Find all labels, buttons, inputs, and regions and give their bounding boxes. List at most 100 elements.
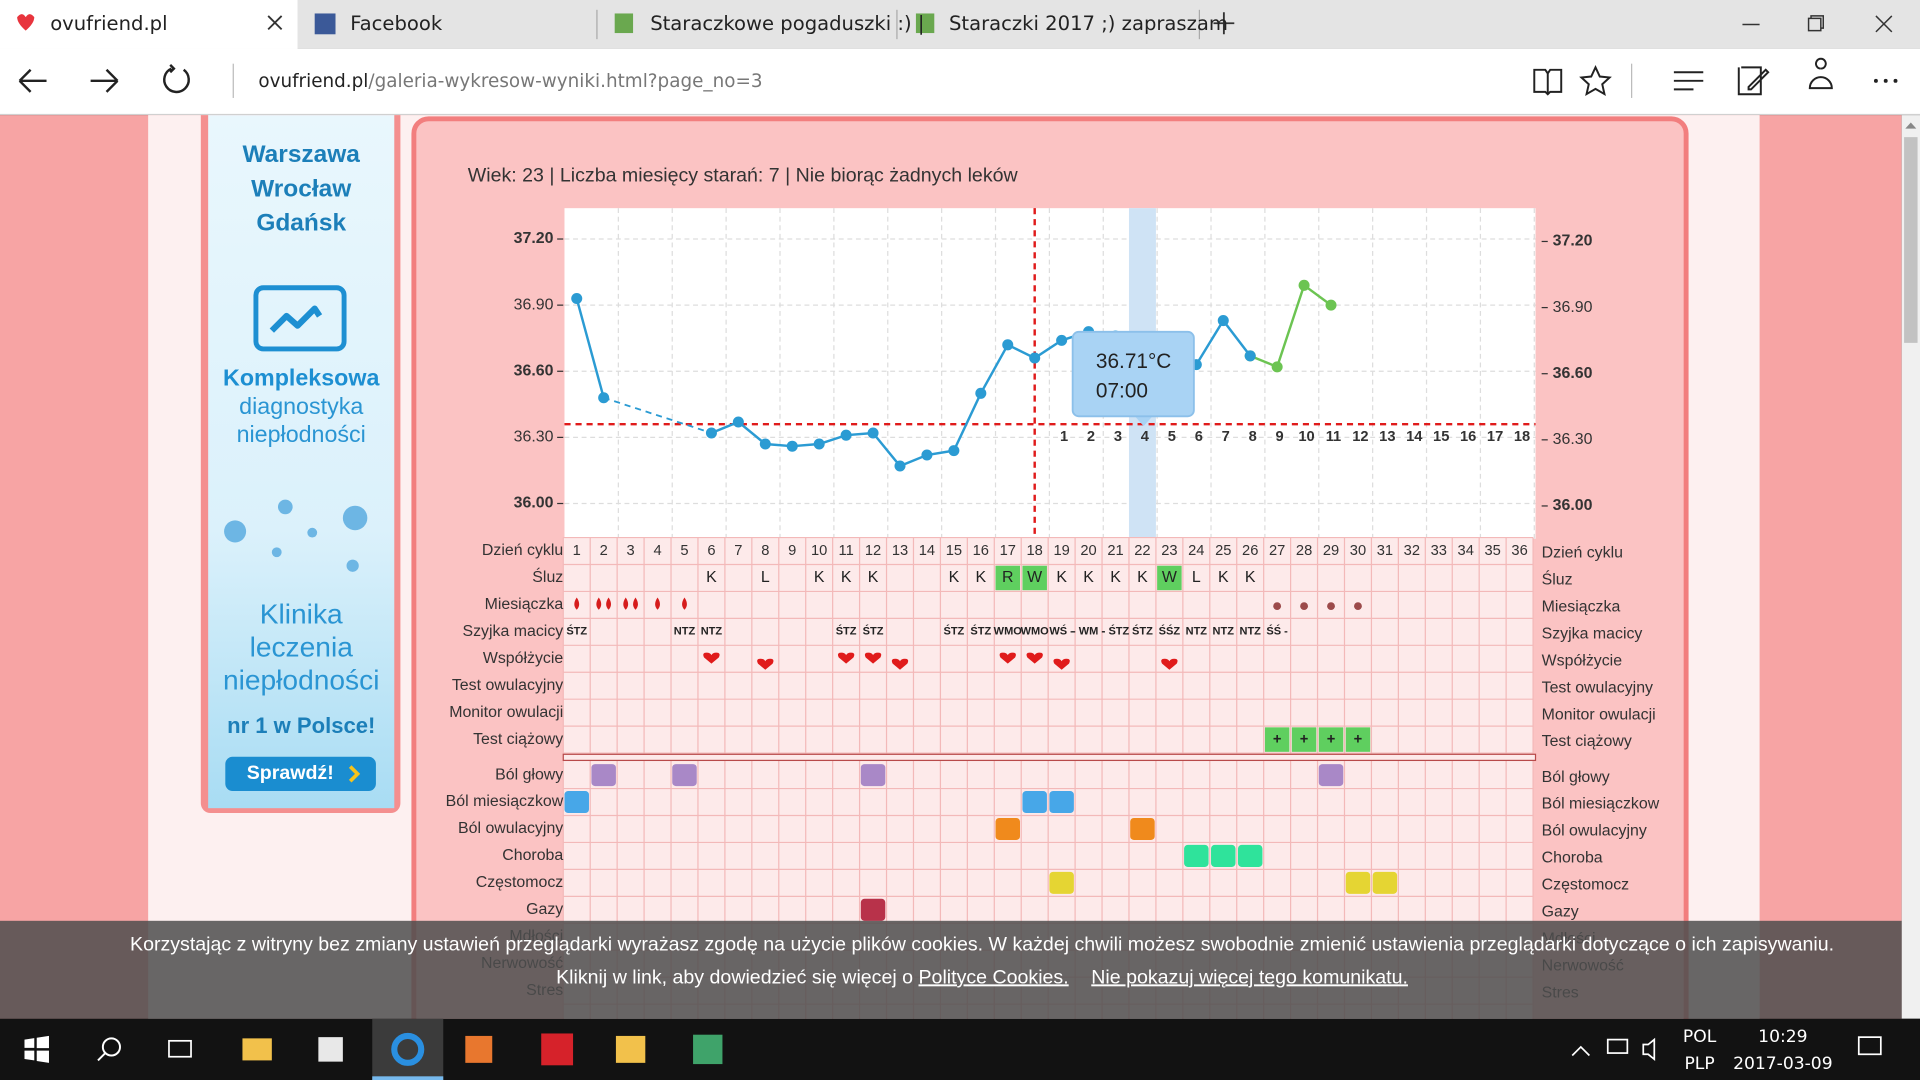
day-number: 8 [761,543,769,559]
cell-text: K [976,569,987,586]
ad-clinic: niepłodności [223,664,380,695]
tab-title[interactable]: Staraczki 2017 ;) zapraszam [949,12,1228,35]
day-number: 11 [838,543,853,559]
spotting-dot [1273,602,1282,611]
day-number: 3 [627,543,635,559]
cell-text: W [1162,569,1177,586]
ad-button[interactable] [225,756,376,792]
start-button[interactable] [24,1035,49,1063]
clock-time[interactable]: 10:29 [1758,1027,1807,1047]
close-window[interactable] [1875,15,1893,33]
y-tick-label: 37.20 [514,230,554,247]
url-path: /galeria-wykresow-wyniki.html?page_no=3 [368,71,762,92]
phase-day: 9 [1276,429,1284,445]
temperature-point [840,429,852,441]
divider [232,63,234,98]
share[interactable] [1808,57,1833,90]
day-number: 6 [707,543,715,559]
task-view[interactable] [168,1039,192,1058]
row-label: Test ciążowy [473,731,563,748]
favorites[interactable] [1579,65,1612,97]
row-label-right: Choroba [1542,850,1603,867]
row-label: Ból miesiączkow [446,793,564,810]
cell-text: + [1327,731,1336,747]
symptom-mark [1318,764,1344,787]
dismiss-link[interactable]: Nie pokazuj więcej tego komunikatu. [1091,967,1408,989]
reading-view[interactable] [1533,68,1563,96]
row-label: Śluz [532,567,563,586]
day-number: 23 [1161,543,1177,559]
temperature-point [571,293,583,305]
temperature-line [575,298,605,399]
cell-text: NTZ [674,626,696,638]
cookie-text: Korzystając z witryny bez zmiany ustawie… [130,933,1834,955]
green-app[interactable] [693,1034,723,1065]
y2-tick-label: 36.00 [1553,497,1593,514]
day-number: 12 [865,543,881,559]
search-button[interactable] [101,1037,121,1057]
more[interactable] [1873,78,1898,83]
mail-app[interactable] [615,1035,646,1063]
red-app[interactable] [541,1033,574,1066]
scroll-up[interactable] [1905,122,1917,129]
phase-day: 10 [1298,429,1314,445]
clock-date[interactable]: 2017-03-09 [1733,1054,1833,1074]
active-app[interactable] [372,1018,444,1080]
cell-text: NTZ [1213,626,1235,638]
phase-day: 8 [1249,429,1257,445]
restore[interactable] [1807,15,1824,32]
spotting-dot [1354,602,1362,611]
ad-panel[interactable] [208,115,395,809]
close-tab[interactable] [267,15,283,31]
tab-title[interactable]: Staraczkowe pogaduszki :) | [650,12,924,35]
tab-separator [896,9,898,40]
facebook-icon [314,13,336,35]
tab-title[interactable]: Facebook [350,12,443,35]
intercourse-heart [757,658,774,670]
policy-link[interactable]: Polityce Cookies. [919,967,1069,989]
volume[interactable] [1642,1037,1656,1061]
store[interactable] [318,1037,343,1062]
url[interactable]: ovufriend.pl/galeria-wykresow-wyniki.htm… [258,71,762,92]
cell-highlight [1022,565,1047,591]
new-tab[interactable] [1213,12,1235,35]
cell-highlight [1157,565,1182,591]
web-note[interactable] [1737,66,1770,96]
forward-button[interactable] [90,68,119,93]
cell-text: ŚTZ [836,625,857,638]
active-tab[interactable] [0,0,298,49]
cell-text: WMO [1021,626,1050,638]
refresh-button[interactable] [163,64,190,94]
explorer[interactable] [242,1038,272,1061]
back-button[interactable] [18,68,47,93]
keyboard-layout[interactable]: PLP [1684,1054,1714,1074]
edge[interactable] [391,1032,425,1066]
intercourse-heart [1026,652,1043,664]
day-number: 21 [1107,543,1123,559]
cell-text: NTZ [1239,626,1261,638]
notifications[interactable] [1857,1036,1882,1056]
day-number: 18 [1027,543,1043,559]
temperature-point [1029,352,1041,364]
phase-day: 17 [1487,429,1503,445]
hub[interactable] [1673,71,1704,91]
media-app[interactable] [465,1035,493,1063]
cell-text: - WM - [1072,626,1105,638]
ad-button-label[interactable]: Sprawdź! [247,762,334,784]
temperature-point [894,460,906,472]
row-label-right: Ból owulacyjny [1542,823,1647,840]
symptom-mark [1022,791,1047,814]
language[interactable]: POL [1683,1027,1717,1047]
tab-title[interactable]: ovufriend.pl [50,12,167,35]
cell-text: - ŚTZ [1102,625,1130,638]
tray-up[interactable] [1571,1045,1590,1057]
cell-text: K [1083,569,1094,586]
symptom-mark [1211,844,1236,867]
row-label: Test owulacyjny [452,677,563,694]
network[interactable] [1606,1038,1629,1054]
day-number: 16 [973,543,989,559]
cell-text: K [949,569,960,586]
scrollbar-thumb[interactable] [1904,137,1918,343]
intercourse-heart [837,652,855,664]
